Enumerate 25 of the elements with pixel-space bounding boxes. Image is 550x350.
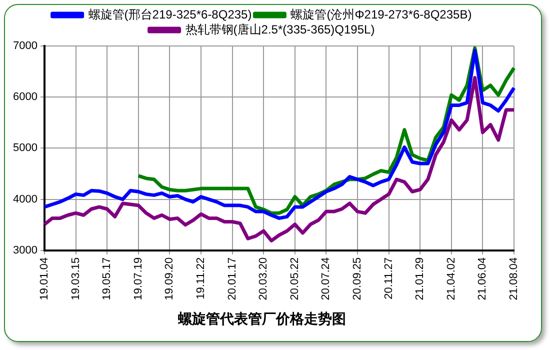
y-tick-label: 3000	[12, 244, 38, 256]
x-tick-label: 19.09.20	[164, 257, 176, 300]
text: 螺旋管代表管厂价格走势图	[177, 310, 346, 326]
x-tick-label: 19.01.04	[38, 257, 50, 300]
legend-label: 螺旋管(邢台219-325*6-8Q235)	[88, 7, 252, 22]
x-tick-label: 20.01.17	[226, 257, 238, 300]
x-tick-label: 20.07.24	[320, 257, 332, 300]
legend-label: 热轧带钢(唐山2.5*(335-365)Q195L)	[185, 22, 375, 36]
x-tick-label: 19.03.15	[70, 257, 82, 300]
y-tick-label: 7000	[12, 40, 38, 52]
x-tick-label: 20.09.25	[352, 257, 364, 300]
x-tick-label: 20.05.22	[288, 257, 301, 300]
y-tick-label: 5000	[12, 142, 38, 154]
x-tick-label: 21.08.04	[508, 257, 520, 300]
x-tick-label: 21.04.02	[445, 257, 458, 300]
x-tick-label: 19.07.19	[132, 257, 144, 300]
y-tick-label: 4000	[12, 193, 38, 206]
x-tick-label: 20.03.20	[258, 257, 270, 300]
x-tick-label: 20.11.27	[382, 257, 395, 300]
legend-label: 螺旋管(沧州Φ219-273*6-8Q235B)	[290, 7, 472, 22]
y-tick-label: 6000	[12, 91, 38, 104]
x-tick-label: 19.05.17	[101, 257, 114, 300]
x-tick-label: 21.06.04	[476, 257, 489, 300]
x-tick-label: 21.01.29	[414, 257, 426, 300]
x-tick-label: 19.11.22	[195, 257, 208, 300]
